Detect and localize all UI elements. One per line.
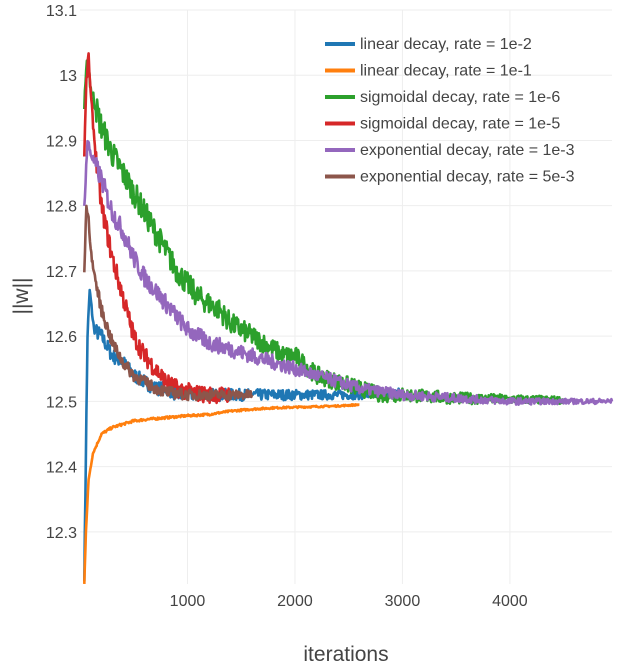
chart-legend[interactable]: linear decay, rate = 1e-2 linear decay, r… bbox=[325, 36, 575, 186]
y-axis-ticks: 12.3 12.4 12.5 12.6 12.7 12.8 12.9 13 13.1 bbox=[46, 3, 77, 542]
y-tick-label: 13.1 bbox=[46, 3, 77, 20]
legend-item[interactable]: exponential decay, rate = 5e-3 bbox=[325, 169, 575, 186]
x-tick-label: 3000 bbox=[385, 593, 421, 610]
series-line bbox=[83, 139, 614, 407]
y-tick-label: 12.5 bbox=[46, 394, 77, 411]
series-line bbox=[83, 59, 565, 406]
x-tick-label: 4000 bbox=[492, 593, 528, 610]
legend-item[interactable]: sigmoidal decay, rate = 1e-6 bbox=[325, 89, 560, 106]
y-tick-label: 12.7 bbox=[46, 264, 77, 281]
x-tick-label: 2000 bbox=[277, 593, 313, 610]
y-tick-label: 12.9 bbox=[46, 133, 77, 150]
legend-item[interactable]: linear decay, rate = 1e-2 bbox=[325, 36, 532, 53]
series-line bbox=[83, 402, 361, 584]
series-lines bbox=[83, 52, 614, 584]
y-axis-title: ||w|| bbox=[10, 278, 33, 315]
legend-label: exponential decay, rate = 5e-3 bbox=[360, 169, 575, 186]
y-tick-label: 12.3 bbox=[46, 525, 77, 542]
y-tick-label: 12.4 bbox=[46, 460, 77, 477]
y-tick-label: 13 bbox=[59, 68, 77, 85]
legend-label: linear decay, rate = 1e-1 bbox=[360, 63, 532, 80]
x-tick-label: 1000 bbox=[170, 593, 206, 610]
gridlines bbox=[80, 9, 612, 584]
y-tick-label: 12.6 bbox=[46, 329, 77, 346]
x-axis-title: iterations bbox=[303, 643, 388, 666]
legend-label: linear decay, rate = 1e-2 bbox=[360, 36, 532, 53]
y-tick-label: 12.8 bbox=[46, 199, 77, 216]
legend-label: sigmoidal decay, rate = 1e-6 bbox=[360, 89, 560, 106]
legend-label: exponential decay, rate = 1e-3 bbox=[360, 142, 575, 159]
series-line bbox=[83, 204, 254, 402]
series-line bbox=[83, 52, 232, 405]
x-axis-ticks: 1000 2000 3000 4000 bbox=[170, 593, 528, 610]
legend-item[interactable]: sigmoidal decay, rate = 1e-5 bbox=[325, 116, 560, 133]
legend-label: sigmoidal decay, rate = 1e-5 bbox=[360, 116, 560, 133]
legend-item[interactable]: exponential decay, rate = 1e-3 bbox=[325, 142, 575, 159]
legend-item[interactable]: linear decay, rate = 1e-1 bbox=[325, 63, 532, 80]
